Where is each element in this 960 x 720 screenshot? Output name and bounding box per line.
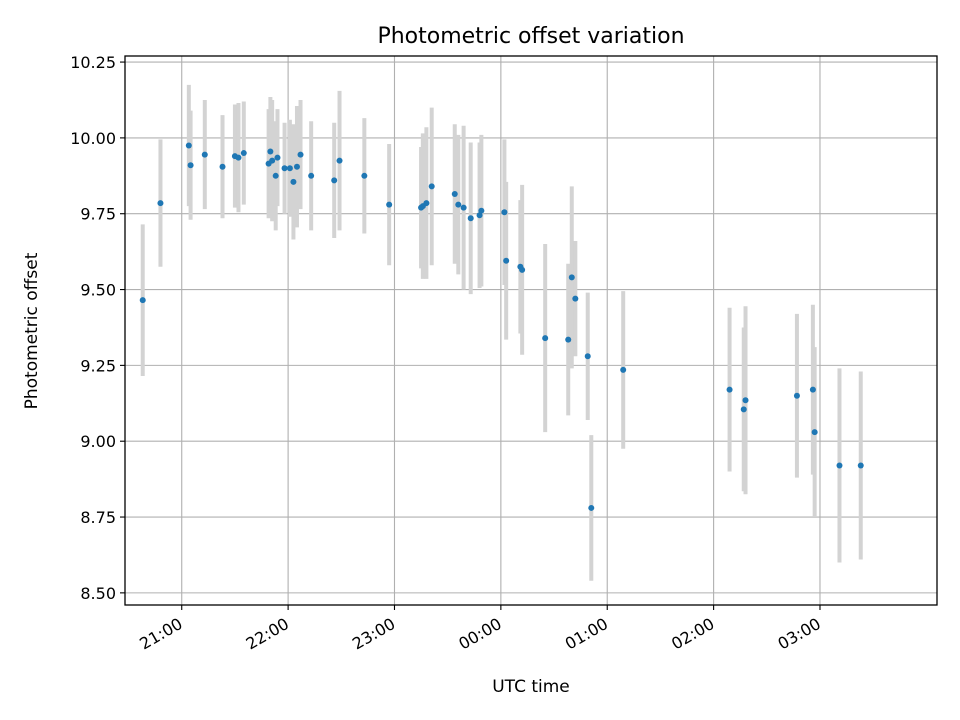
data-point — [584, 353, 591, 360]
y-tick-label: 9.50 — [80, 281, 116, 300]
data-point — [269, 157, 276, 164]
data-point — [501, 209, 508, 216]
data-point — [281, 165, 288, 172]
data-point — [836, 462, 843, 469]
data-point — [201, 151, 208, 158]
y-axis-label: Photometric offset — [22, 252, 42, 409]
data-point — [542, 335, 549, 342]
data-point — [793, 392, 800, 399]
data-point — [742, 397, 749, 404]
data-point — [476, 212, 483, 219]
data-point — [235, 154, 242, 161]
y-tick-label: 10.00 — [70, 129, 116, 148]
chart-title: Photometric offset variation — [377, 24, 684, 49]
data-point — [286, 165, 293, 172]
data-point — [272, 172, 279, 179]
data-point — [185, 142, 192, 149]
data-point — [139, 297, 146, 304]
data-point — [568, 274, 575, 281]
data-point — [187, 162, 194, 169]
y-tick-label: 10.25 — [70, 53, 116, 72]
data-point — [423, 200, 430, 207]
plot-frame — [124, 55, 938, 606]
data-point — [219, 163, 226, 170]
data-point — [857, 462, 864, 469]
data-point — [386, 201, 393, 208]
data-point — [308, 172, 315, 179]
data-point — [460, 204, 467, 211]
data-point — [293, 163, 300, 170]
data-point — [588, 504, 595, 511]
data-point — [455, 201, 462, 208]
data-point — [267, 148, 274, 155]
y-tick-label: 9.25 — [80, 356, 116, 375]
data-point — [290, 178, 297, 185]
data-point — [620, 366, 627, 373]
data-point — [240, 150, 247, 157]
grid — [125, 56, 937, 605]
data-point — [519, 266, 526, 273]
data-point — [428, 183, 435, 190]
data-point — [274, 154, 281, 161]
y-tick-label: 9.75 — [80, 205, 116, 224]
data-point — [809, 386, 816, 393]
data-point — [467, 215, 474, 222]
data-point — [297, 151, 304, 158]
data-point — [157, 200, 164, 207]
y-axis-ticks: 8.50 8.75 9.00 9.25 9.50 9.75 10.00 10.25 — [70, 53, 125, 603]
data-point — [361, 172, 368, 179]
data-point — [451, 191, 458, 198]
y-tick-label: 9.00 — [80, 432, 116, 451]
data-point — [726, 386, 733, 393]
data-point — [331, 177, 338, 184]
data-point — [336, 157, 343, 164]
data-points — [139, 142, 864, 511]
data-point — [478, 207, 485, 214]
data-point — [811, 429, 818, 436]
data-point — [572, 295, 579, 302]
x-axis-label: UTC time — [492, 677, 570, 697]
data-point — [740, 406, 747, 413]
data-point — [565, 336, 572, 343]
data-point — [503, 257, 510, 264]
y-tick-label: 8.75 — [80, 508, 116, 527]
y-tick-label: 8.50 — [80, 584, 116, 603]
